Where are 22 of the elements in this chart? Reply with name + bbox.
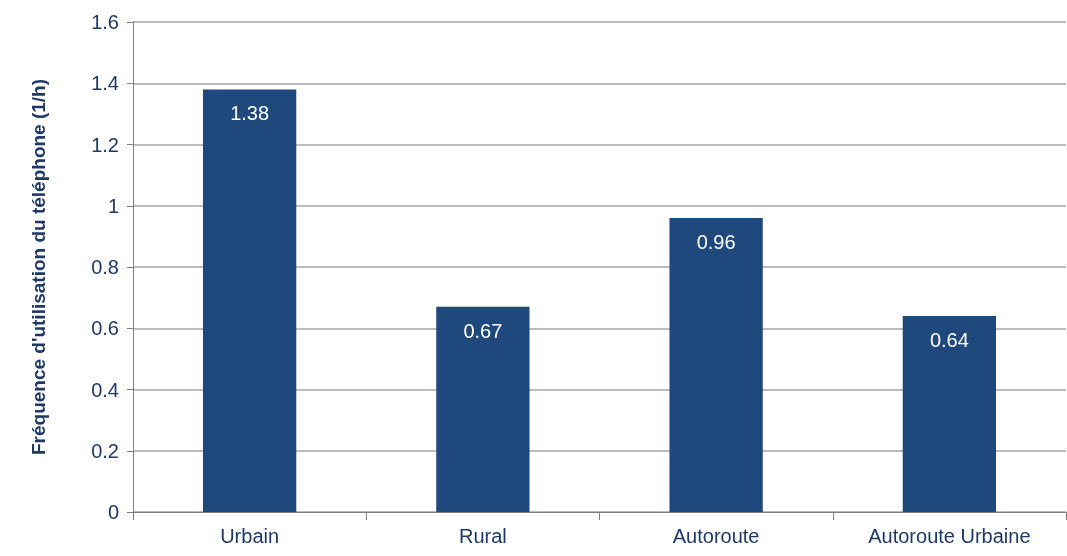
y-tick-label: 0.8 <box>91 256 119 278</box>
y-tick-label: 0.4 <box>91 378 119 401</box>
data-label: 0.96 <box>696 231 736 253</box>
y-tick-label: 1.2 <box>91 133 119 156</box>
bar <box>902 316 997 512</box>
bar <box>669 218 763 512</box>
data-label: 0.64 <box>929 329 969 351</box>
x-tick-label: Autoroute Urbaine <box>868 525 1031 547</box>
y-axis-title: Fréquence d'utilisation du téléphone (1/h) <box>27 78 49 456</box>
y-tick-label: 0.6 <box>91 317 119 340</box>
y-tick-label: 0.2 <box>91 439 119 462</box>
y-tick-label: 0 <box>107 501 119 523</box>
bar <box>202 89 297 512</box>
bar <box>436 306 530 512</box>
x-tick-label: Autoroute <box>672 525 760 547</box>
y-tick-label: 1.4 <box>91 72 119 95</box>
data-label: 1.38 <box>230 102 270 125</box>
x-tick-label: Rural <box>458 525 507 547</box>
y-tick-label: 1 <box>107 194 119 217</box>
y-tick-label: 1.6 <box>91 11 119 33</box>
x-tick-label: Urbain <box>220 525 280 547</box>
data-label: 0.67 <box>463 319 503 342</box>
